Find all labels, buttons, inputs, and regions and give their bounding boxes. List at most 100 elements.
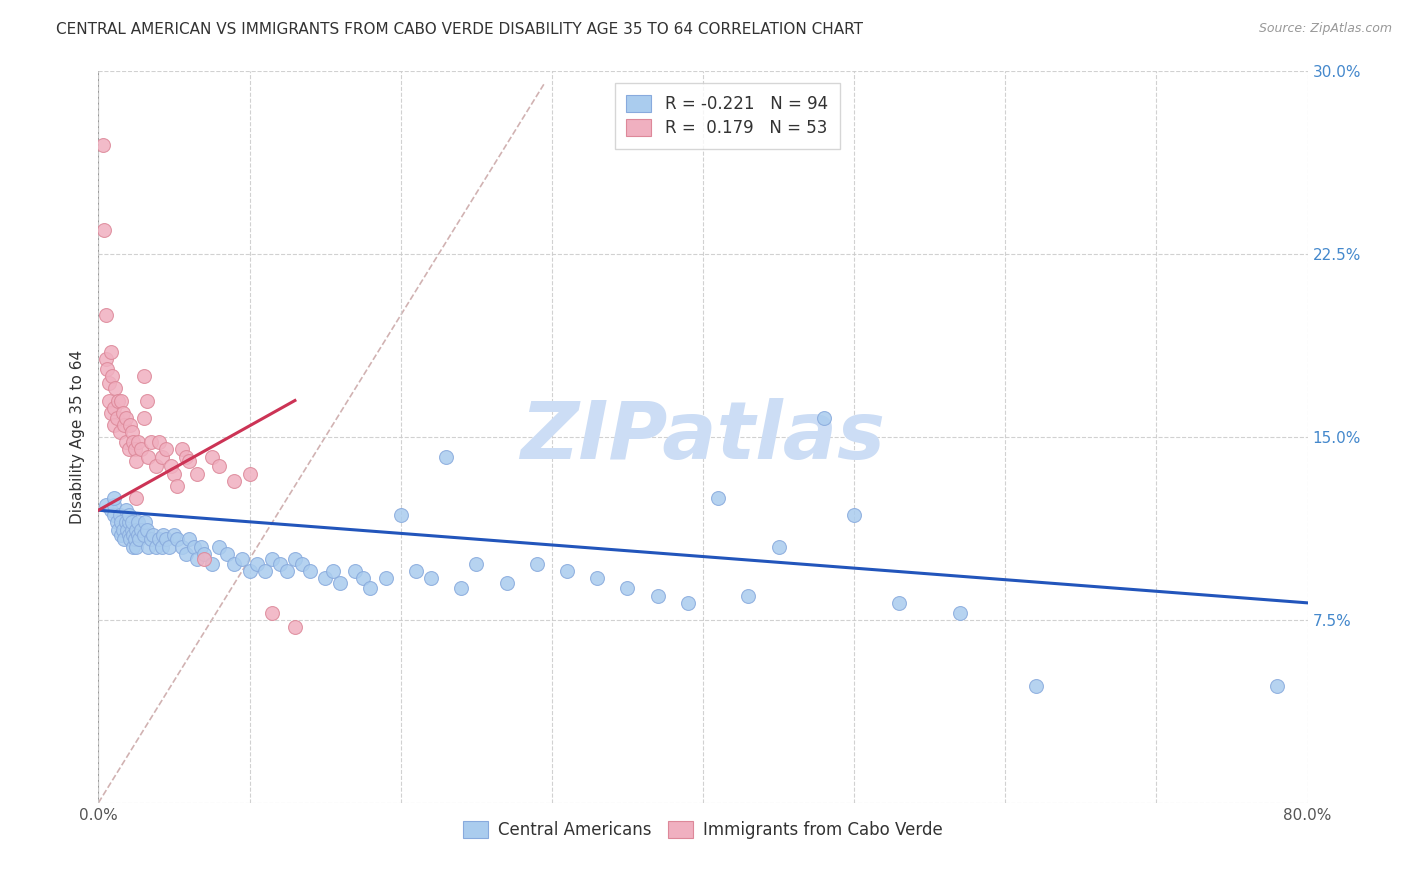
Point <box>389 508 412 522</box>
Point <box>586 572 609 586</box>
Point <box>889 596 911 610</box>
Point <box>98 376 121 391</box>
Point <box>150 450 173 464</box>
Point <box>103 499 125 513</box>
Point <box>155 533 177 547</box>
Point <box>148 533 170 547</box>
Point <box>434 450 457 464</box>
Point <box>98 393 121 408</box>
Point <box>360 581 382 595</box>
Point <box>96 361 118 376</box>
Point <box>103 491 125 505</box>
Point <box>111 523 134 537</box>
Point <box>163 467 186 481</box>
Point <box>142 527 165 541</box>
Point <box>170 442 193 457</box>
Point <box>299 564 322 578</box>
Point <box>155 442 177 457</box>
Point <box>183 540 205 554</box>
Point <box>103 508 125 522</box>
Point <box>768 540 790 554</box>
Point <box>465 557 488 571</box>
Point <box>94 308 117 322</box>
Point <box>291 557 314 571</box>
Point <box>100 344 122 359</box>
Point <box>352 572 374 586</box>
Point <box>208 459 231 474</box>
Point <box>135 393 157 408</box>
Point <box>269 557 291 571</box>
Point <box>420 572 443 586</box>
Point <box>193 552 215 566</box>
Text: ZIPatlas: ZIPatlas <box>520 398 886 476</box>
Point <box>246 557 269 571</box>
Point <box>134 516 156 530</box>
Point <box>124 442 146 457</box>
Point <box>1024 679 1046 693</box>
Point <box>114 410 136 425</box>
Point <box>129 442 152 457</box>
Point <box>174 547 197 561</box>
Point <box>179 454 201 468</box>
Point <box>405 564 427 578</box>
Point <box>111 406 134 420</box>
Point <box>120 533 142 547</box>
Text: Source: ZipAtlas.com: Source: ZipAtlas.com <box>1258 22 1392 36</box>
Point <box>314 572 336 586</box>
Point <box>224 557 246 571</box>
Point <box>103 401 125 415</box>
Point <box>103 417 125 432</box>
Point <box>193 547 215 561</box>
Point <box>122 540 145 554</box>
Point <box>170 540 193 554</box>
Point <box>136 450 159 464</box>
Y-axis label: Disability Age 35 to 64: Disability Age 35 to 64 <box>70 350 86 524</box>
Point <box>949 606 972 620</box>
Point <box>208 540 231 554</box>
Point <box>224 474 246 488</box>
Point <box>121 516 143 530</box>
Point <box>190 540 212 554</box>
Point <box>1267 679 1289 693</box>
Point <box>145 459 167 474</box>
Point <box>150 540 173 554</box>
Point <box>121 523 143 537</box>
Point <box>262 552 284 566</box>
Point <box>201 557 224 571</box>
Point <box>107 523 129 537</box>
Point <box>813 410 835 425</box>
Point <box>135 523 157 537</box>
Point <box>215 547 238 561</box>
Point <box>127 516 149 530</box>
Point <box>118 508 141 522</box>
Point <box>132 410 155 425</box>
Point <box>91 137 114 152</box>
Point <box>112 417 135 432</box>
Point <box>127 434 149 449</box>
Point <box>114 434 136 449</box>
Point <box>121 425 143 440</box>
Point <box>253 564 276 578</box>
Point <box>737 589 759 603</box>
Point <box>114 503 136 517</box>
Point <box>329 576 352 591</box>
Point <box>159 540 181 554</box>
Point <box>118 527 141 541</box>
Point <box>125 523 148 537</box>
Point <box>136 540 159 554</box>
Point <box>132 369 155 384</box>
Point <box>141 434 163 449</box>
Point <box>344 564 367 578</box>
Point <box>105 410 128 425</box>
Point <box>100 503 122 517</box>
Point <box>186 467 208 481</box>
Point <box>374 572 396 586</box>
Point <box>707 491 730 505</box>
Point <box>108 508 131 522</box>
Point <box>163 527 186 541</box>
Point <box>110 393 132 408</box>
Point <box>231 552 253 566</box>
Point <box>112 533 135 547</box>
Point <box>94 499 117 513</box>
Point <box>108 425 131 440</box>
